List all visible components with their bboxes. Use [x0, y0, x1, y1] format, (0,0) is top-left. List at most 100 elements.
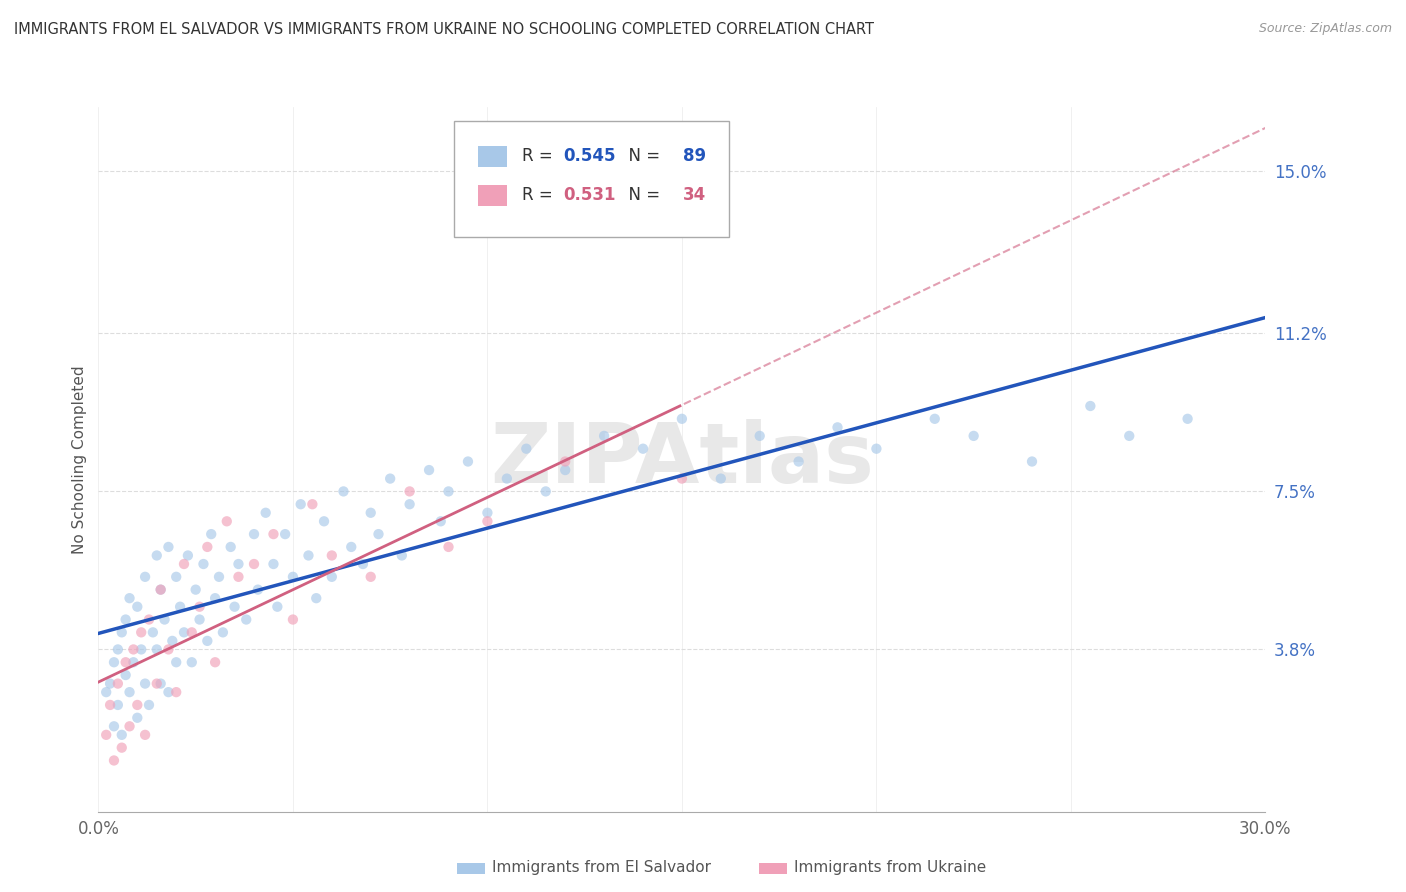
Point — [103, 754, 125, 768]
Point — [827, 420, 849, 434]
FancyBboxPatch shape — [454, 121, 728, 237]
Text: N =: N = — [617, 186, 665, 204]
Point — [138, 613, 160, 627]
Point — [321, 549, 343, 563]
Point — [180, 655, 202, 669]
Point — [129, 625, 152, 640]
Point — [193, 557, 215, 571]
Point — [111, 728, 134, 742]
Point — [184, 582, 207, 597]
Point — [138, 698, 160, 712]
Text: IMMIGRANTS FROM EL SALVADOR VS IMMIGRANTS FROM UKRAINE NO SCHOOLING COMPLETED CO: IMMIGRANTS FROM EL SALVADOR VS IMMIGRANT… — [14, 22, 875, 37]
Point — [107, 642, 129, 657]
Point — [195, 540, 218, 554]
Point — [195, 633, 218, 648]
Text: R =: R = — [522, 186, 558, 204]
Point — [254, 506, 277, 520]
Point — [107, 676, 129, 690]
Point — [1080, 399, 1102, 413]
Point — [243, 557, 266, 571]
Point — [787, 454, 810, 468]
Point — [146, 549, 169, 563]
Point — [380, 472, 402, 486]
Point — [332, 484, 354, 499]
Point — [153, 613, 176, 627]
Point — [228, 557, 250, 571]
Point — [208, 570, 231, 584]
Point — [173, 625, 195, 640]
Point — [114, 668, 136, 682]
Point — [118, 685, 141, 699]
Point — [281, 613, 304, 627]
Point — [146, 642, 169, 657]
Point — [962, 429, 984, 443]
Point — [188, 613, 211, 627]
Point — [360, 570, 382, 584]
Point — [107, 698, 129, 712]
Point — [228, 570, 250, 584]
Bar — [478, 145, 508, 167]
Text: 0.531: 0.531 — [562, 186, 616, 204]
Point — [340, 540, 363, 554]
Point — [515, 442, 537, 456]
Point — [165, 655, 187, 669]
Point — [312, 514, 335, 528]
Point — [297, 549, 319, 563]
Point — [204, 591, 226, 606]
Point — [103, 719, 125, 733]
Point — [235, 613, 257, 627]
Point — [212, 625, 235, 640]
Text: Source: ZipAtlas.com: Source: ZipAtlas.com — [1258, 22, 1392, 36]
Point — [554, 454, 576, 468]
Text: N =: N = — [617, 147, 665, 165]
Point — [534, 484, 557, 499]
Point — [157, 642, 180, 657]
Point — [103, 655, 125, 669]
Text: 0.545: 0.545 — [562, 147, 616, 165]
Point — [1177, 412, 1199, 426]
Point — [367, 527, 389, 541]
Point — [262, 557, 284, 571]
Text: Immigrants from El Salvador: Immigrants from El Salvador — [492, 861, 711, 875]
Point — [118, 591, 141, 606]
Point — [391, 549, 413, 563]
Point — [142, 625, 165, 640]
Point — [169, 599, 191, 614]
Point — [162, 633, 184, 648]
Point — [134, 676, 156, 690]
Point — [177, 549, 200, 563]
Point — [290, 497, 312, 511]
Point — [321, 570, 343, 584]
Point — [671, 472, 693, 486]
Point — [129, 642, 152, 657]
Point — [274, 527, 297, 541]
Point — [477, 514, 499, 528]
Point — [98, 676, 121, 690]
Point — [224, 599, 246, 614]
Point — [437, 540, 460, 554]
Point — [127, 711, 149, 725]
Point — [98, 698, 121, 712]
Point — [114, 613, 136, 627]
Point — [457, 454, 479, 468]
Point — [398, 484, 420, 499]
Point — [496, 472, 519, 486]
Point — [429, 514, 451, 528]
Point — [398, 497, 420, 511]
Point — [924, 412, 946, 426]
Point — [477, 506, 499, 520]
Point — [111, 740, 134, 755]
Y-axis label: No Schooling Completed: No Schooling Completed — [72, 365, 87, 554]
Point — [122, 642, 145, 657]
Point — [418, 463, 440, 477]
Point — [671, 412, 693, 426]
Point — [149, 582, 172, 597]
Point — [352, 557, 374, 571]
Point — [127, 698, 149, 712]
Point — [157, 685, 180, 699]
Point — [149, 582, 172, 597]
Point — [243, 527, 266, 541]
Point — [246, 582, 269, 597]
Point — [157, 540, 180, 554]
Point — [146, 676, 169, 690]
